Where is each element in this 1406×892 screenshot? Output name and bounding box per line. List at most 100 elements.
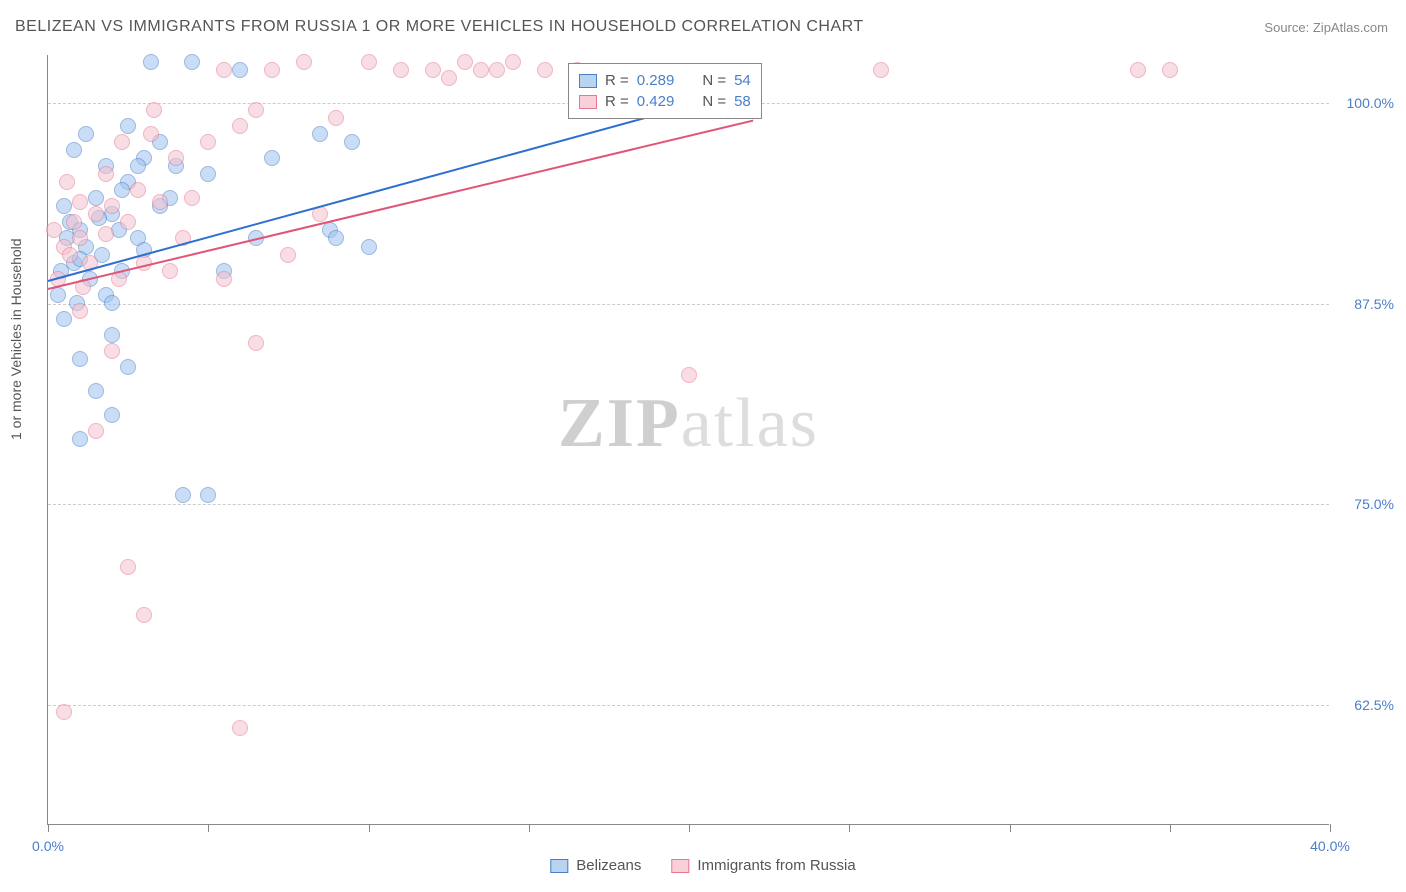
scatter-point — [130, 182, 146, 198]
scatter-point — [264, 62, 280, 78]
source-attribution: Source: ZipAtlas.com — [1264, 20, 1388, 35]
scatter-point — [537, 62, 553, 78]
scatter-point — [114, 182, 130, 198]
scatter-point — [184, 54, 200, 70]
scatter-point — [152, 194, 168, 210]
chart-title: BELIZEAN VS IMMIGRANTS FROM RUSSIA 1 OR … — [15, 18, 864, 36]
scatter-point — [88, 206, 104, 222]
y-tick-label: 87.5% — [1354, 296, 1394, 312]
n-value: 54 — [734, 72, 751, 89]
scatter-point — [56, 311, 72, 327]
scatter-point — [361, 54, 377, 70]
scatter-point — [280, 247, 296, 263]
scatter-point — [59, 174, 75, 190]
scatter-point — [72, 303, 88, 319]
legend-item: Belizeans — [550, 857, 641, 874]
r-value: 0.289 — [637, 72, 675, 89]
scatter-point — [328, 110, 344, 126]
watermark-bold: ZIP — [558, 385, 681, 462]
legend-swatch — [579, 74, 597, 88]
plot-area: ZIPatlas 62.5%75.0%87.5%100.0% 0.0%40.0%… — [47, 55, 1329, 825]
scatter-point — [216, 62, 232, 78]
x-tick — [529, 824, 530, 832]
scatter-point — [873, 62, 889, 78]
scatter-point — [98, 226, 114, 242]
scatter-point — [120, 359, 136, 375]
scatter-point — [441, 70, 457, 86]
scatter-point — [114, 134, 130, 150]
scatter-point — [62, 247, 78, 263]
scatter-point — [425, 62, 441, 78]
scatter-point — [296, 54, 312, 70]
source-name: ZipAtlas.com — [1313, 20, 1388, 35]
scatter-point — [505, 54, 521, 70]
bottom-legend: Belizeans Immigrants from Russia — [550, 857, 855, 874]
scatter-point — [1162, 62, 1178, 78]
legend-item: Immigrants from Russia — [671, 857, 855, 874]
x-tick — [208, 824, 209, 832]
scatter-point — [88, 383, 104, 399]
x-tick — [849, 824, 850, 832]
scatter-point — [200, 134, 216, 150]
scatter-point — [66, 214, 82, 230]
y-tick-label: 75.0% — [1354, 496, 1394, 512]
scatter-point — [232, 62, 248, 78]
scatter-point — [72, 230, 88, 246]
scatter-point — [232, 118, 248, 134]
scatter-point — [200, 487, 216, 503]
scatter-point — [88, 190, 104, 206]
legend-swatch — [550, 859, 568, 873]
scatter-point — [312, 126, 328, 142]
legend-label: Immigrants from Russia — [697, 857, 855, 874]
scatter-point — [130, 158, 146, 174]
scatter-point — [72, 431, 88, 447]
scatter-point — [72, 194, 88, 210]
scatter-point — [681, 367, 697, 383]
scatter-point — [264, 150, 280, 166]
scatter-point — [248, 102, 264, 118]
legend-swatch — [671, 859, 689, 873]
scatter-point — [120, 559, 136, 575]
scatter-point — [232, 720, 248, 736]
y-tick-label: 62.5% — [1354, 697, 1394, 713]
scatter-point — [216, 271, 232, 287]
scatter-point — [1130, 62, 1146, 78]
gridline — [48, 304, 1329, 305]
scatter-point — [78, 126, 94, 142]
x-tick — [689, 824, 690, 832]
legend-label: Belizeans — [576, 857, 641, 874]
r-label: R = — [605, 72, 629, 89]
x-tick — [1010, 824, 1011, 832]
scatter-point — [489, 62, 505, 78]
scatter-point — [393, 62, 409, 78]
scatter-point — [328, 230, 344, 246]
scatter-point — [56, 704, 72, 720]
y-axis-label: 1 or more Vehicles in Household — [8, 238, 24, 440]
scatter-point — [120, 118, 136, 134]
scatter-point — [66, 142, 82, 158]
scatter-point — [143, 126, 159, 142]
scatter-point — [56, 198, 72, 214]
scatter-point — [184, 190, 200, 206]
scatter-point — [344, 134, 360, 150]
n-label: N = — [702, 72, 726, 89]
x-tick-label: 40.0% — [1310, 838, 1350, 854]
scatter-point — [200, 166, 216, 182]
y-tick-label: 100.0% — [1347, 95, 1394, 111]
legend-swatch — [579, 95, 597, 109]
scatter-point — [248, 335, 264, 351]
watermark-light: atlas — [681, 385, 819, 462]
x-tick — [1170, 824, 1171, 832]
scatter-point — [88, 423, 104, 439]
scatter-point — [168, 150, 184, 166]
gridline — [48, 705, 1329, 706]
gridline — [48, 504, 1329, 505]
stats-row: R = 0.289 N = 54 — [579, 70, 751, 91]
scatter-point — [104, 327, 120, 343]
scatter-point — [98, 166, 114, 182]
x-tick — [1330, 824, 1331, 832]
scatter-point — [361, 239, 377, 255]
r-value: 0.429 — [637, 93, 675, 110]
scatter-point — [104, 198, 120, 214]
n-value: 58 — [734, 93, 751, 110]
